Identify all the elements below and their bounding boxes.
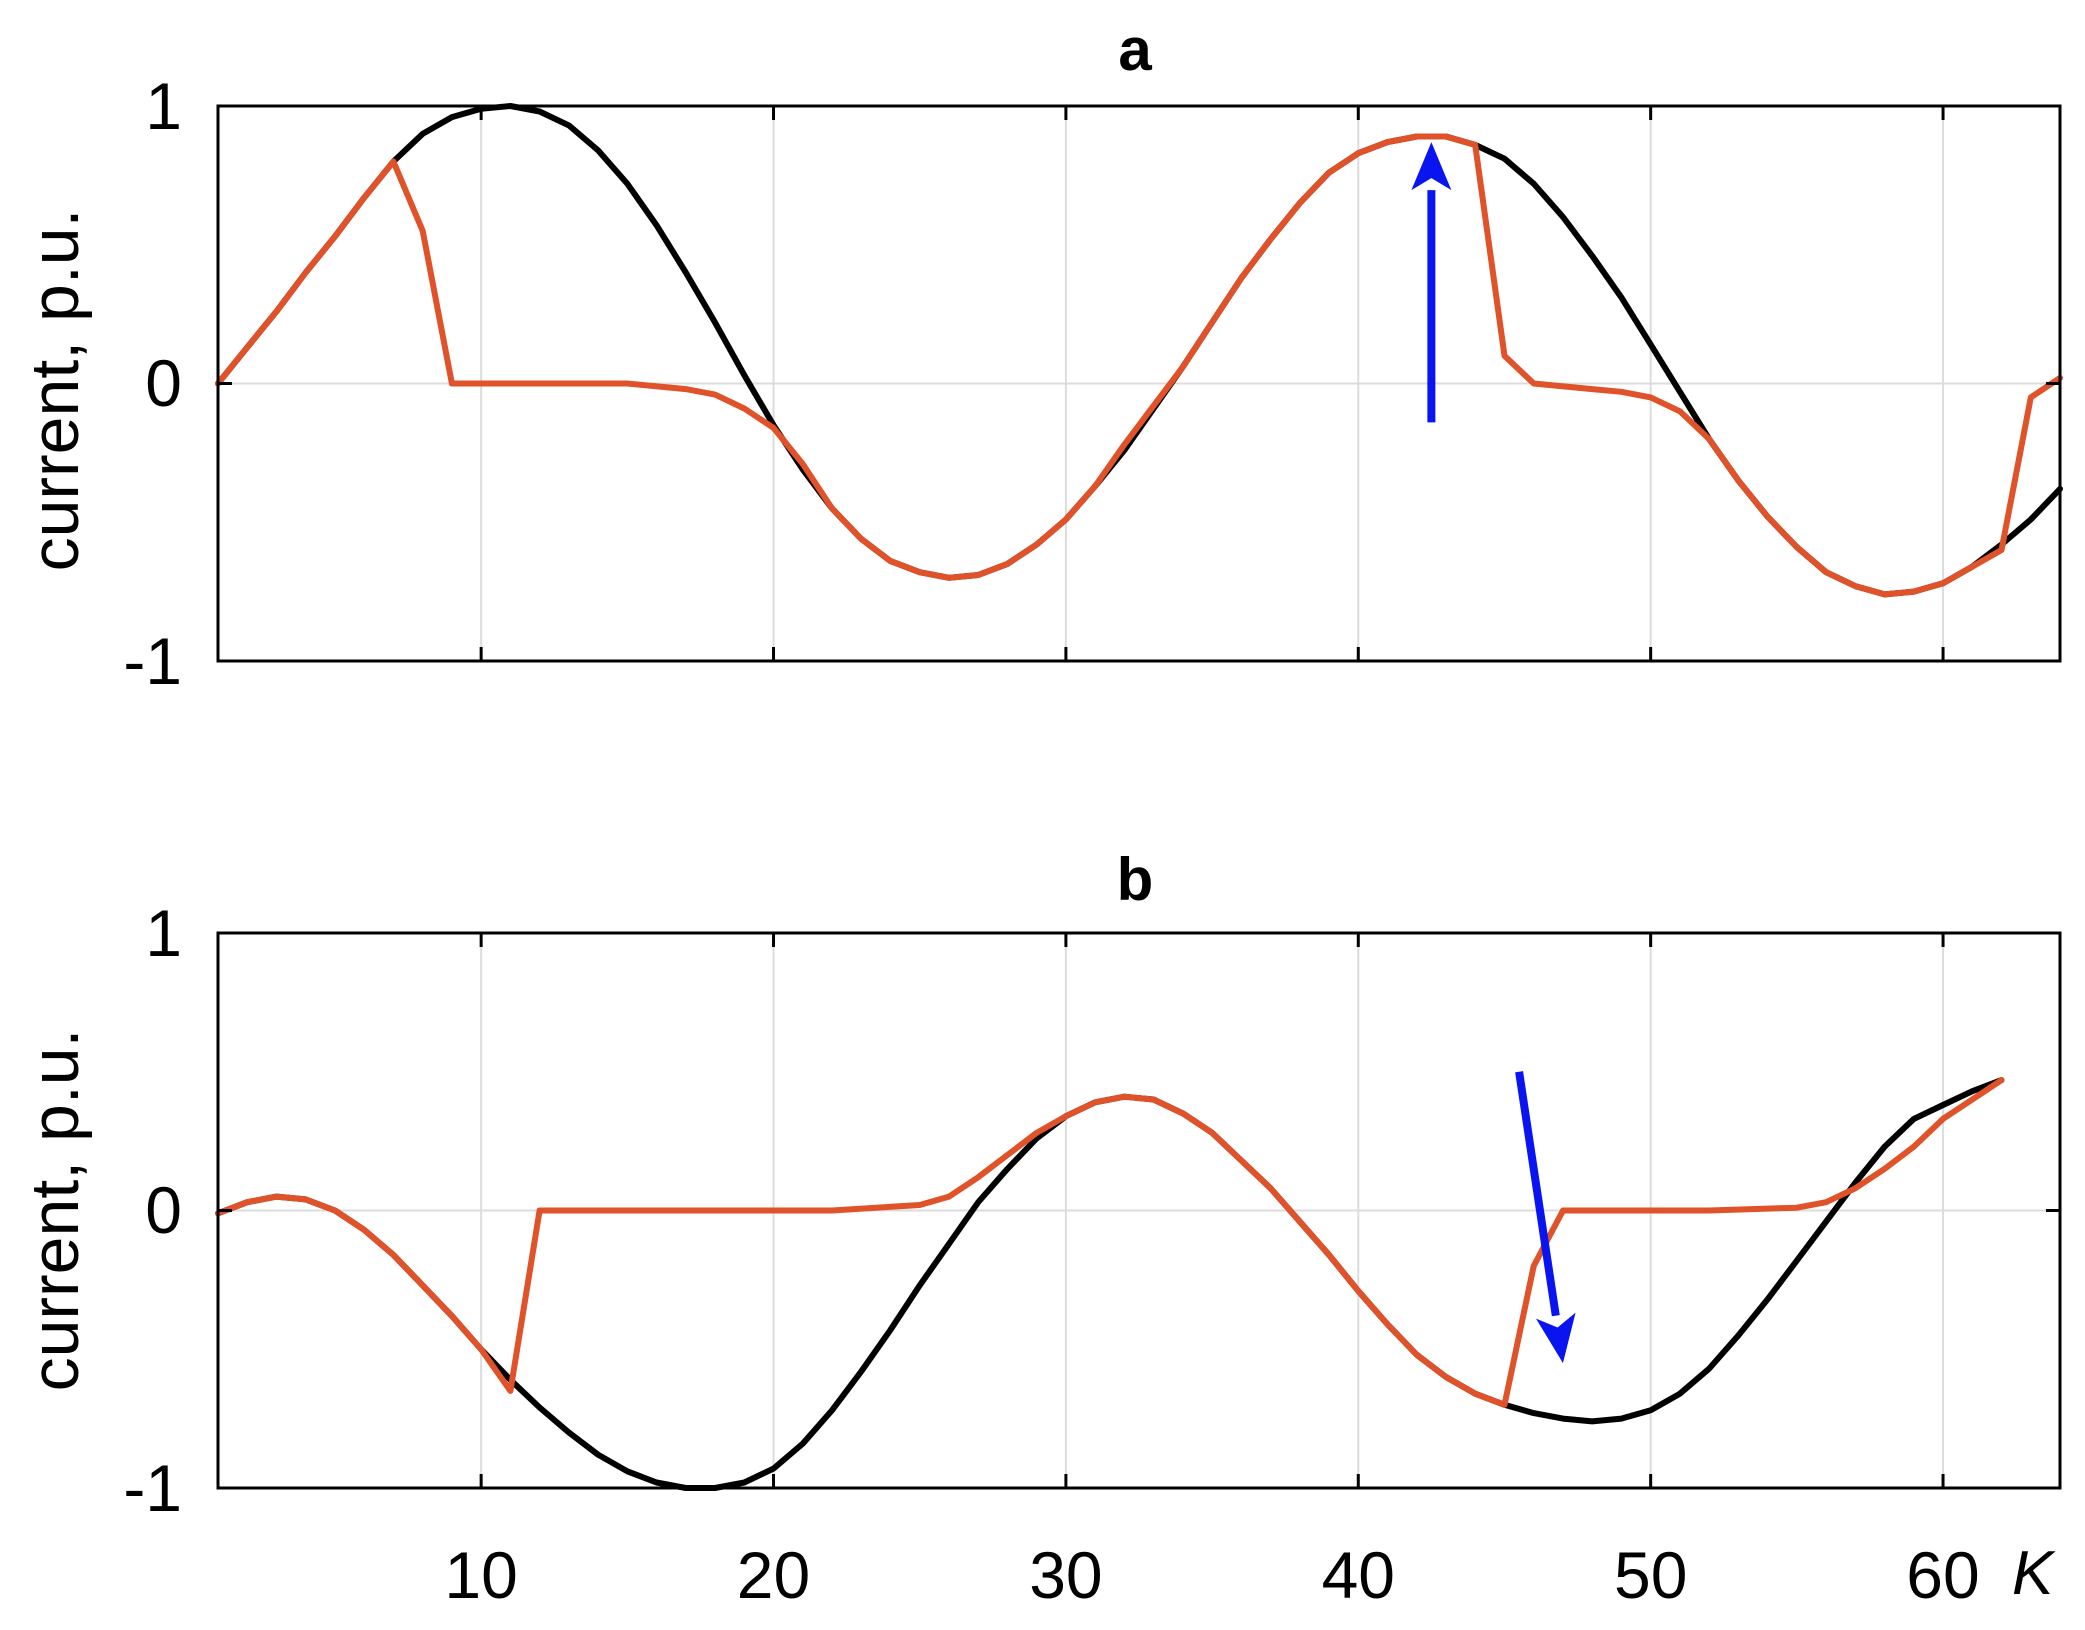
series-line-orange bbox=[215, 1077, 2005, 1408]
x-tick-labels: 10 20 30 40 50 60 bbox=[444, 1538, 1979, 1612]
panel-title: a bbox=[1118, 16, 1152, 83]
y-tick-label: 1 bbox=[145, 896, 182, 970]
x-tick-label: 30 bbox=[1029, 1538, 1102, 1612]
x-tick-label: 60 bbox=[1906, 1538, 1979, 1612]
series-line-black bbox=[215, 103, 2063, 598]
y-tick-label: -1 bbox=[123, 1451, 182, 1525]
x-tick-label: 10 bbox=[444, 1538, 517, 1612]
series-line-orange bbox=[215, 133, 2063, 598]
x-axis-label: K bbox=[2012, 1539, 2056, 1608]
series-line-black bbox=[215, 1077, 2005, 1491]
annotation-arrow-shaft bbox=[1515, 1071, 1560, 1317]
panel-title: b bbox=[1117, 846, 1154, 913]
panel-b: b current, p.u. 1 0 -1 10 20 30 40 50 60… bbox=[17, 846, 2062, 1612]
y-tick-label: -1 bbox=[123, 624, 182, 698]
series-group bbox=[215, 1071, 2005, 1491]
panel-a: a current, p.u. 1 0 -1 bbox=[17, 16, 2063, 698]
y-tick-label: 0 bbox=[145, 1173, 182, 1247]
series-group bbox=[215, 103, 2063, 598]
y-tick-label: 0 bbox=[145, 346, 182, 420]
annotation-arrow-head bbox=[1536, 1312, 1576, 1364]
tick-marks bbox=[218, 104, 2060, 663]
x-tick-label: 40 bbox=[1322, 1538, 1395, 1612]
y-axis-label: current, p.u. bbox=[17, 1029, 93, 1392]
y-tick-label: 1 bbox=[145, 69, 182, 143]
annotation-arrow-head bbox=[1411, 142, 1452, 191]
x-tick-label: 20 bbox=[737, 1538, 810, 1612]
tick-marks bbox=[218, 931, 2060, 1490]
y-axis-label: current, p.u. bbox=[17, 209, 93, 572]
x-tick-label: 50 bbox=[1614, 1538, 1687, 1612]
